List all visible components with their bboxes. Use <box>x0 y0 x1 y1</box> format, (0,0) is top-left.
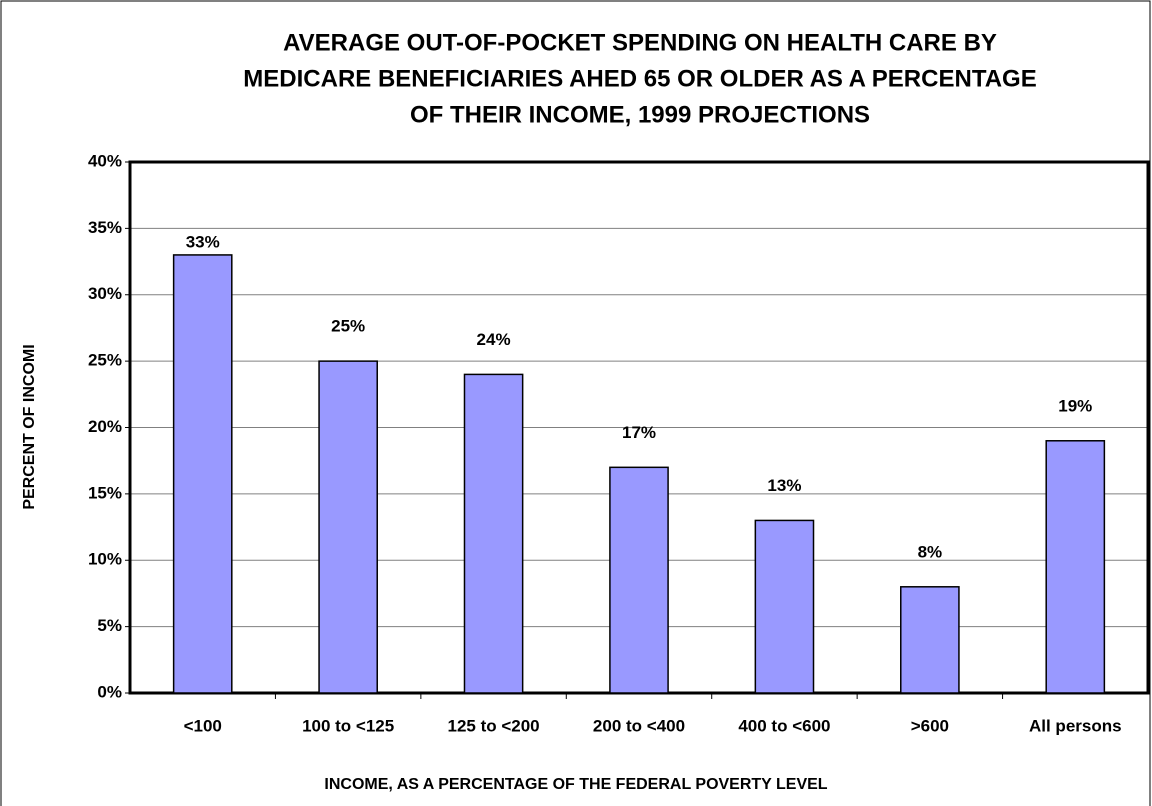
x-tick-label: All persons <box>1029 716 1122 735</box>
bar <box>754 519 815 694</box>
bar <box>172 254 233 694</box>
data-label: 17% <box>622 423 656 442</box>
data-label: 33% <box>186 232 220 251</box>
chart-title: AVERAGE OUT-OF-POCKET SPENDING ON HEALTH… <box>283 29 997 56</box>
chart-title: OF THEIR INCOME, 1999 PROJECTIONS <box>410 101 870 128</box>
data-label: 13% <box>767 476 801 495</box>
y-tick-label: 10% <box>88 550 122 569</box>
y-axis-label: PERCENT OF INCOMI <box>21 344 38 509</box>
x-tick-label: >600 <box>911 716 949 735</box>
y-tick-label: 35% <box>88 218 122 237</box>
chart-title: MEDICARE BENEFICIARIES AHED 65 OR OLDER … <box>243 65 1036 92</box>
x-tick-label: 100 to <125 <box>302 716 394 735</box>
x-tick-label: 200 to <400 <box>593 716 685 735</box>
data-label: 8% <box>918 542 943 561</box>
y-tick-label: 20% <box>88 417 122 436</box>
bar <box>1045 440 1106 694</box>
data-label: 24% <box>477 330 511 349</box>
bar <box>609 466 669 694</box>
bar <box>463 373 524 694</box>
x-tick-label: <100 <box>184 716 222 735</box>
x-tick-label: 400 to <600 <box>738 716 830 735</box>
y-tick-label: 30% <box>88 284 122 303</box>
bar <box>318 360 378 694</box>
data-label: 19% <box>1058 396 1092 415</box>
bar <box>900 586 960 694</box>
x-tick-label: 125 to <200 <box>447 716 539 735</box>
y-tick-label: 40% <box>88 151 122 170</box>
x-axis-label: INCOME, AS A PERCENTAGE OF THE FEDERAL P… <box>324 776 827 793</box>
y-tick-label: 15% <box>88 483 122 502</box>
data-label: 25% <box>331 317 365 336</box>
y-tick-label: 0% <box>97 682 122 701</box>
y-tick-label: 25% <box>88 351 122 370</box>
y-tick-label: 5% <box>97 616 122 635</box>
